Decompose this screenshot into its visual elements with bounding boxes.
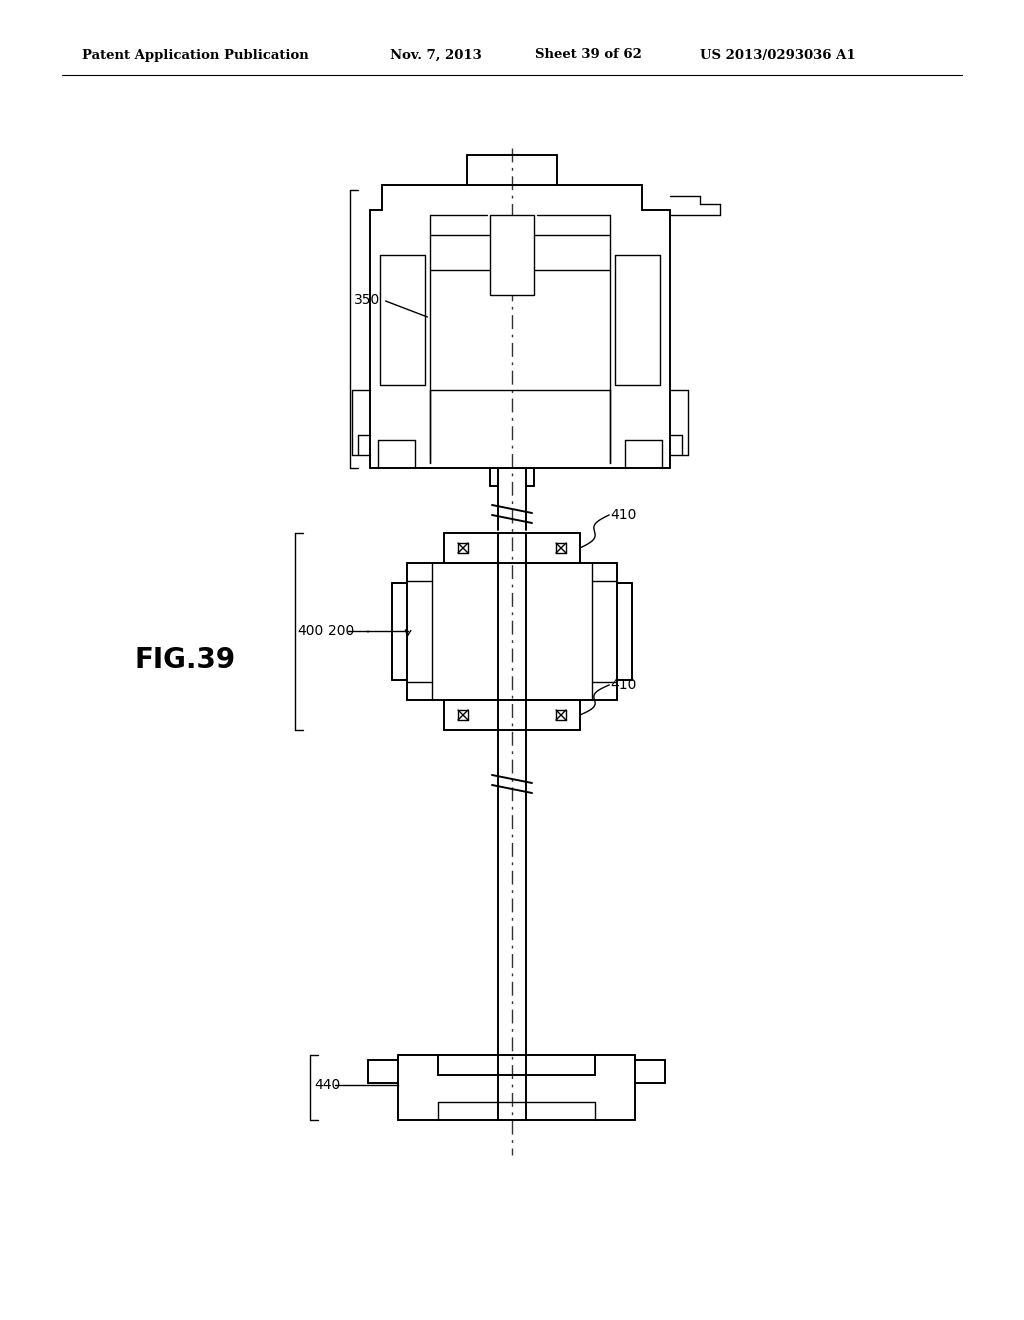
Text: US 2013/0293036 A1: US 2013/0293036 A1 bbox=[700, 49, 856, 62]
Text: Nov. 7, 2013: Nov. 7, 2013 bbox=[390, 49, 481, 62]
Text: Patent Application Publication: Patent Application Publication bbox=[82, 49, 309, 62]
Text: 440: 440 bbox=[314, 1078, 340, 1092]
Text: FIG.39: FIG.39 bbox=[134, 645, 236, 675]
Text: Sheet 39 of 62: Sheet 39 of 62 bbox=[535, 49, 642, 62]
Text: 410: 410 bbox=[610, 678, 636, 692]
Text: 410: 410 bbox=[610, 508, 636, 521]
Text: 350: 350 bbox=[354, 293, 380, 308]
Bar bbox=[490, 215, 534, 294]
Text: 200: 200 bbox=[328, 624, 354, 638]
Text: 400: 400 bbox=[297, 624, 324, 638]
